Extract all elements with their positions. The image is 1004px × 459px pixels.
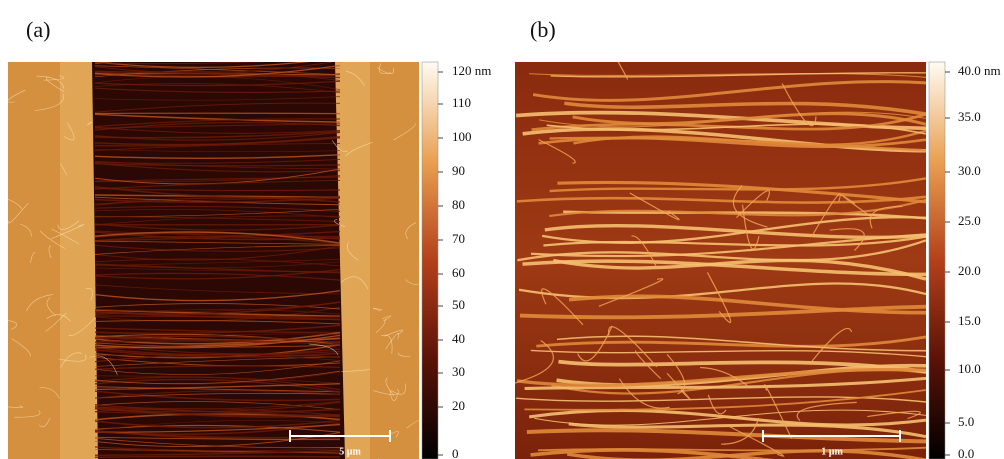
- colorbar-tick-label: 20: [452, 398, 465, 413]
- colorbar-tick-label: 30.0: [958, 163, 981, 178]
- colorbar-tick-label: 50: [452, 297, 465, 312]
- colorbar-tick-label: 80: [452, 197, 465, 212]
- colorbar-tick-label: 35.0: [958, 109, 981, 124]
- panel-label: (b): [530, 17, 556, 42]
- colorbar-tick-label: 100: [452, 129, 472, 144]
- colorbar-tick-label: 120 nm: [452, 63, 491, 78]
- colorbar-tick-label: 40.0 nm: [958, 63, 1001, 78]
- page: (a) (b) 5 µm 1 µm 120 nm 110 100 90 80 70 60 50…: [0, 0, 1004, 459]
- colorbar: [929, 62, 945, 459]
- afm-image: [502, 33, 926, 459]
- panel-label: (a): [26, 17, 50, 42]
- fiber: [95, 316, 340, 317]
- colorbar-tick-label: 30: [452, 364, 465, 379]
- colorbar-tick-label: 25.0: [958, 213, 981, 228]
- colorbar-tick-label: 60: [452, 265, 465, 280]
- colorbar-tick-label: 5.0: [958, 414, 974, 429]
- colorbar-tick-label: 0.0: [958, 446, 974, 459]
- colorbar-tick-label: 90: [452, 163, 465, 178]
- fiber: [395, 53, 397, 62]
- scale-bar-label: 5 µm: [339, 446, 361, 457]
- figure: (a) (b) 5 µm 1 µm 120 nm 110 100 90 80 70 60 50…: [0, 0, 1004, 459]
- scale-bar-label: 1 µm: [821, 446, 843, 457]
- colorbar-tick-label: 40: [452, 331, 465, 346]
- colorbar: [422, 62, 438, 459]
- colorbar-tick-label: 110: [452, 95, 471, 110]
- afm-image: [0, 53, 426, 459]
- colorbar-tick-label: 10.0: [958, 361, 981, 376]
- colorbar-tick-label: 70: [452, 231, 465, 246]
- colorbar-tick-label: 15.0: [958, 313, 981, 328]
- colorbar-tick-label: 20.0: [958, 263, 981, 278]
- colorbar-tick-label: 0: [452, 446, 459, 459]
